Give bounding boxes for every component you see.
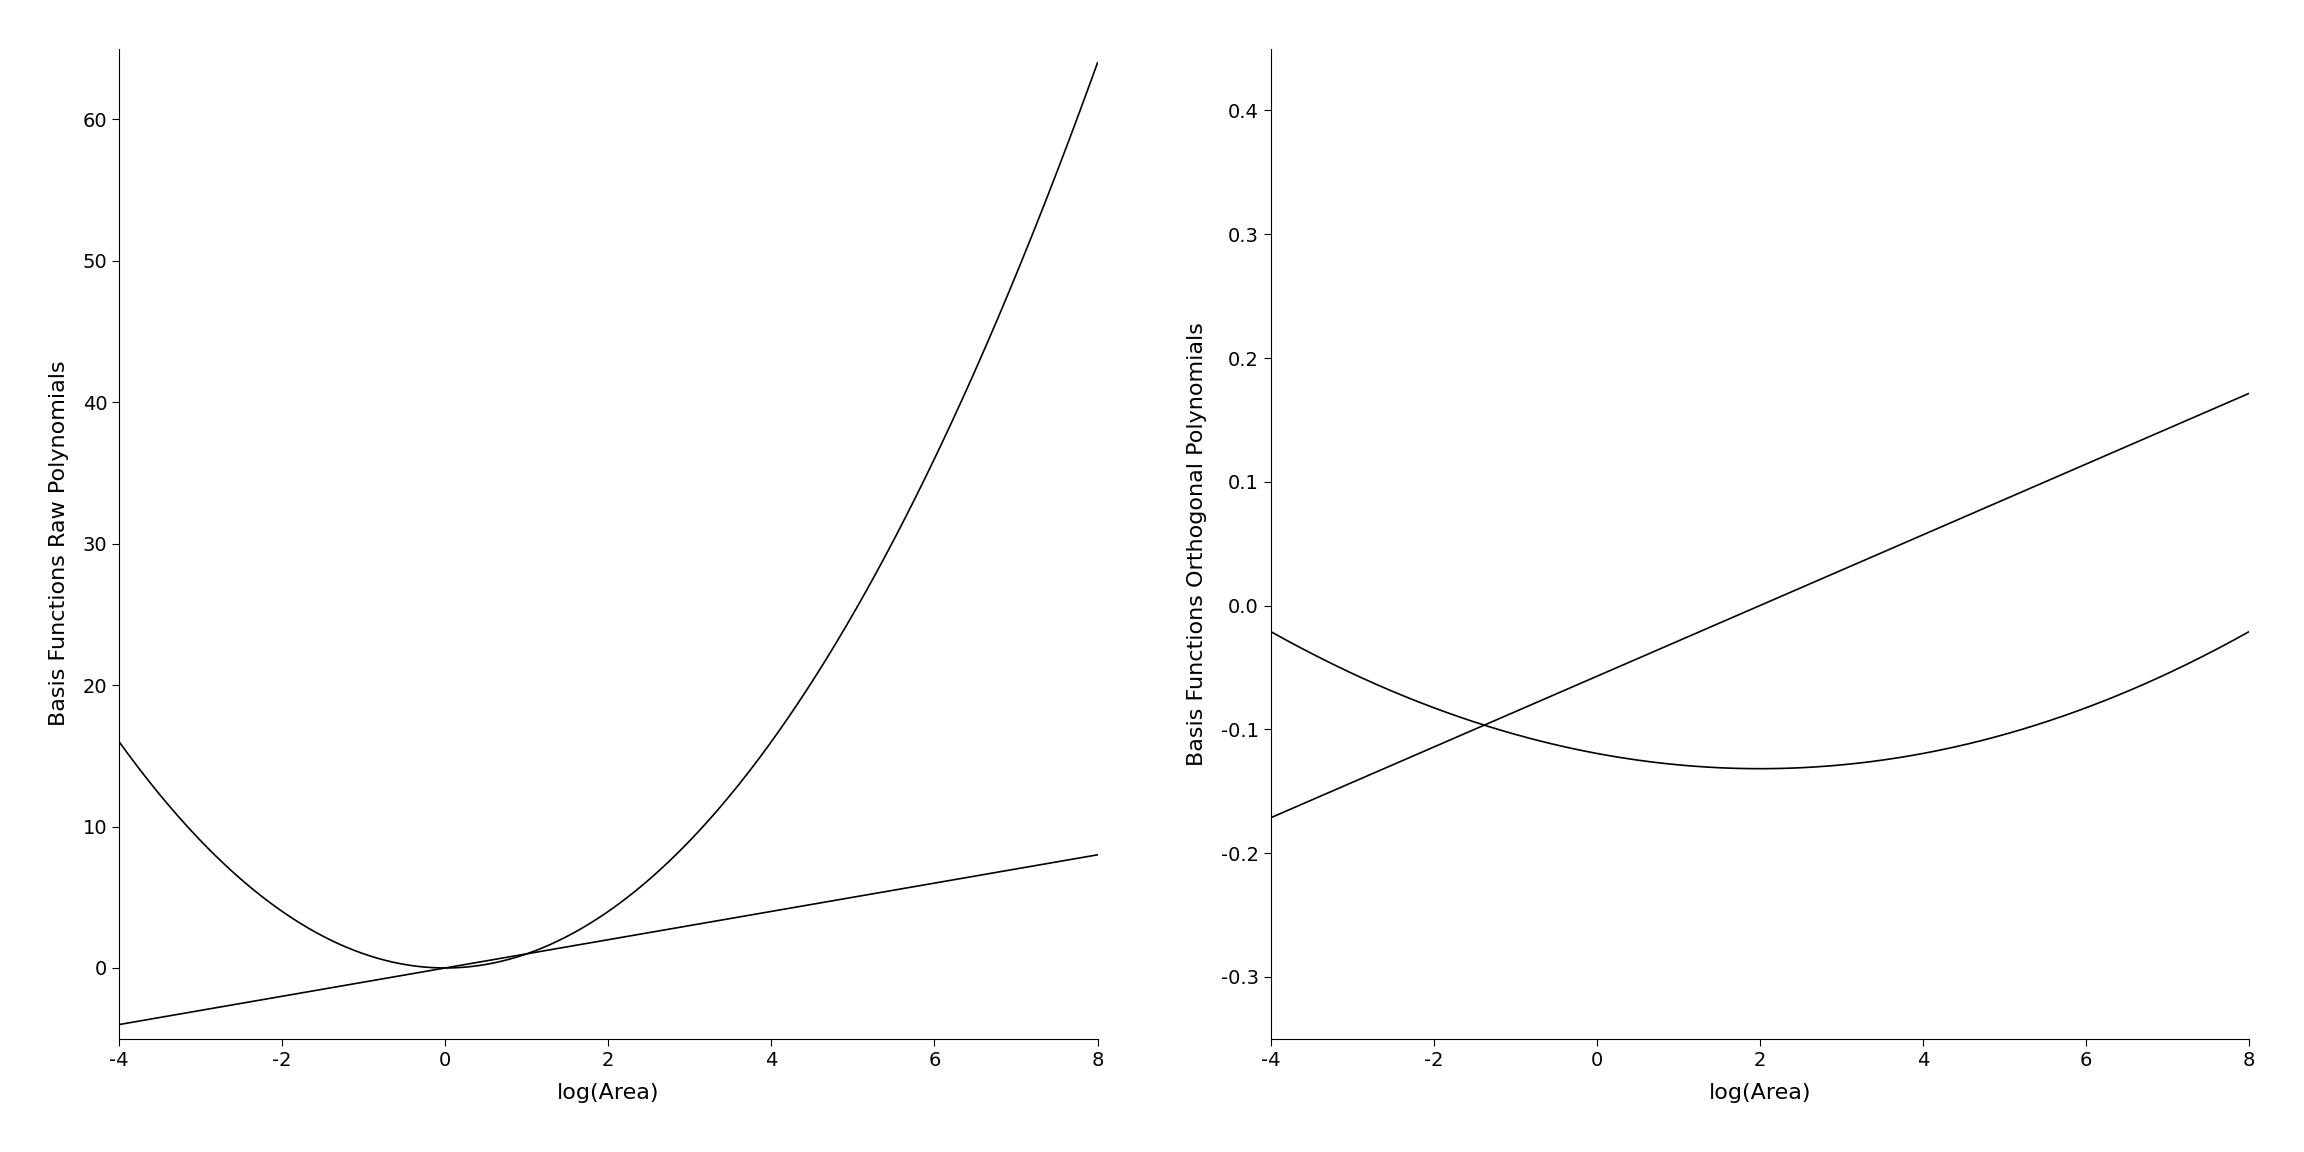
X-axis label: log(Area): log(Area) [558, 1083, 659, 1104]
Y-axis label: Basis Functions Raw Polynomials: Basis Functions Raw Polynomials [48, 361, 69, 727]
Y-axis label: Basis Functions Orthogonal Polynomials: Basis Functions Orthogonal Polynomials [1187, 321, 1207, 766]
X-axis label: log(Area): log(Area) [1710, 1083, 1811, 1104]
